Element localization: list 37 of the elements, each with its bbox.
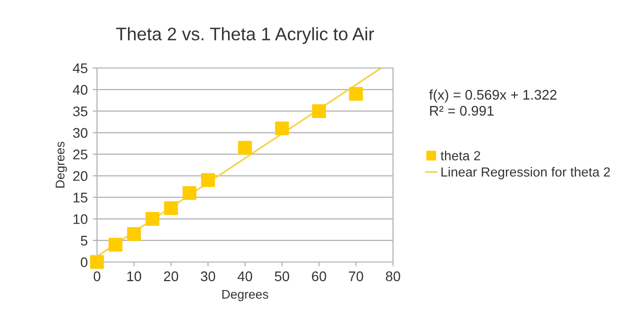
point: [349, 86, 363, 101]
x-tick-label: 40: [238, 271, 252, 282]
x-tick-label: 10: [127, 271, 142, 282]
x-tick-label: 0: [94, 271, 100, 282]
y-tick-label: 30: [73, 128, 88, 138]
point: [90, 255, 104, 269]
x-tick-label: 30: [200, 271, 216, 282]
y-tick-label: 0: [80, 257, 88, 268]
y-axis-title: Degrees: [56, 142, 67, 188]
point: [312, 104, 326, 118]
x-axis-title: Degrees: [222, 290, 268, 302]
y-tick-label: 35: [73, 106, 88, 116]
x-tick-label: 70: [348, 271, 364, 282]
y-tick-label: 20: [73, 171, 88, 181]
y-tick-label: 5: [80, 236, 88, 246]
text: R² = 0.991: [430, 106, 494, 116]
x-tick-label: 60: [312, 271, 326, 282]
chart-title: Theta 2 vs. Theta 1 Acrylic to Air: [116, 27, 374, 44]
point: [127, 227, 141, 241]
legend-label: theta 2: [440, 150, 480, 160]
y-tick-label: 10: [74, 214, 88, 224]
point: [164, 201, 178, 216]
text: f(x) = 0.569x + 1.322: [429, 90, 556, 102]
point: [275, 121, 289, 136]
legend-label: Linear Regression for theta 2: [442, 166, 610, 180]
y-tick-label: 40: [72, 84, 88, 95]
y-tick-label: 15: [74, 192, 88, 203]
y-tick-label: 45: [72, 63, 88, 74]
point: [108, 238, 122, 252]
point: [238, 140, 252, 155]
x-tick-label: 80: [386, 271, 400, 282]
y-tick-label: 25: [73, 150, 88, 160]
point: [201, 173, 215, 187]
point: [182, 186, 196, 200]
x-tick-label: 20: [164, 271, 178, 282]
point: [146, 212, 160, 226]
x-tick-label: 50: [274, 271, 290, 282]
